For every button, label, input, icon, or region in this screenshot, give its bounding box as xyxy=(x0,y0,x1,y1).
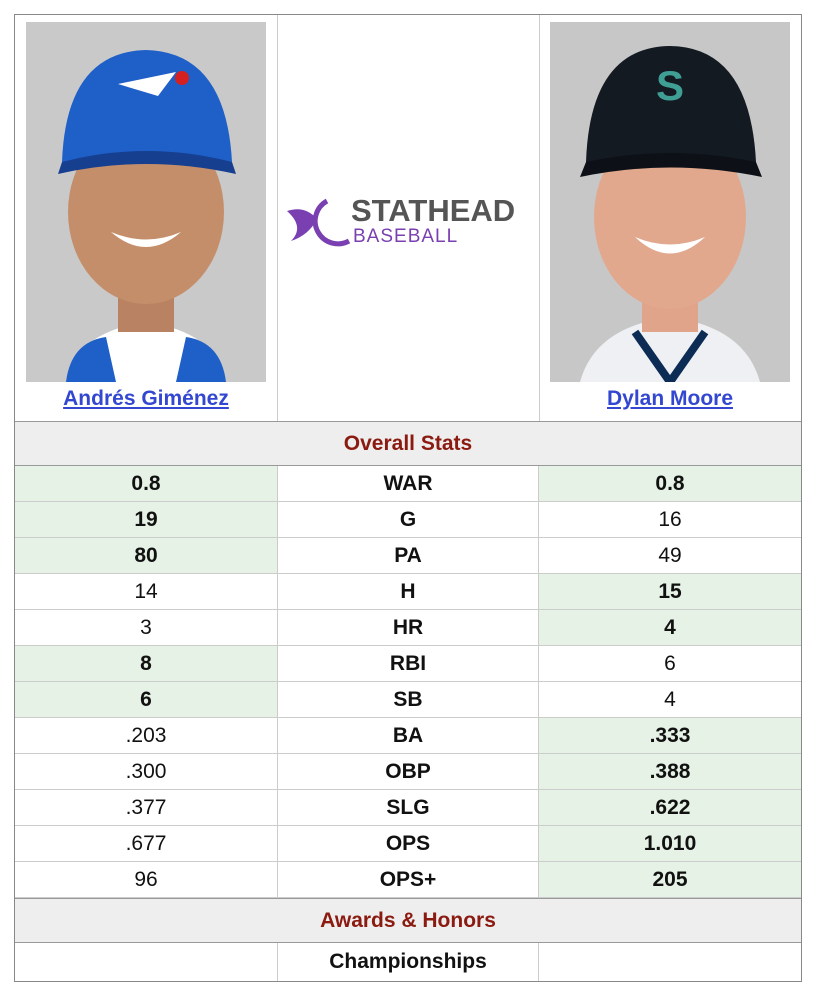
section-header: Awards & Honors xyxy=(15,898,801,943)
stat-value: 6 xyxy=(539,646,801,682)
stat-label: WAR xyxy=(277,466,539,502)
stat-label: OPS xyxy=(277,826,539,862)
stat-value: 4 xyxy=(539,610,801,646)
stat-value: 4 xyxy=(539,682,801,718)
stat-value: 3 xyxy=(15,610,277,646)
player-name-link[interactable]: Dylan Moore xyxy=(606,387,734,410)
stat-value: .300 xyxy=(15,754,277,790)
stat-value: .333 xyxy=(539,718,801,754)
stat-label: BA xyxy=(277,718,539,754)
logo-text: BASEBALL xyxy=(353,226,458,247)
stat-value: .677 xyxy=(15,826,277,862)
stat-label: H xyxy=(277,574,539,610)
stat-label: G xyxy=(277,502,539,538)
stat-value: 80 xyxy=(15,538,277,574)
stat-label: HR xyxy=(277,610,539,646)
stat-label: SB xyxy=(277,682,539,718)
stat-label: SLG xyxy=(277,790,539,826)
svg-text:S: S xyxy=(656,62,684,109)
stat-label: OPS+ xyxy=(277,862,539,898)
stat-value: 16 xyxy=(539,502,801,538)
stat-value: 0.8 xyxy=(539,466,801,502)
stat-label: RBI xyxy=(277,646,539,682)
player-photo: S xyxy=(550,22,790,382)
stat-value: .622 xyxy=(539,790,801,826)
stat-value: .388 xyxy=(539,754,801,790)
stat-label: PA xyxy=(277,538,539,574)
stat-value: 6 xyxy=(15,682,277,718)
stat-value: 205 xyxy=(539,862,801,898)
stat-value: 0.8 xyxy=(15,466,277,502)
section-header: Overall Stats xyxy=(15,421,801,466)
subsection-label: Championships xyxy=(277,943,539,981)
logo: STATHEAD BASEBALL xyxy=(287,193,515,247)
stat-value: 8 xyxy=(15,646,277,682)
stat-value: 14 xyxy=(15,574,277,610)
stat-value: 19 xyxy=(15,502,277,538)
divider xyxy=(277,15,278,421)
stat-value: .377 xyxy=(15,790,277,826)
stat-value: 49 xyxy=(539,538,801,574)
stat-value: .203 xyxy=(15,718,277,754)
stat-value: 96 xyxy=(15,862,277,898)
divider xyxy=(539,15,540,421)
stat-value: 1.010 xyxy=(539,826,801,862)
cell xyxy=(15,943,277,981)
comparison-card: S Andrés Giménez Dylan Moore STATHEAD BA… xyxy=(14,14,802,982)
stat-value: 15 xyxy=(539,574,801,610)
logo-text: STATHEAD xyxy=(351,193,515,228)
player-photo xyxy=(26,22,266,382)
stat-label: OBP xyxy=(277,754,539,790)
player-name-link[interactable]: Andrés Giménez xyxy=(63,387,229,410)
